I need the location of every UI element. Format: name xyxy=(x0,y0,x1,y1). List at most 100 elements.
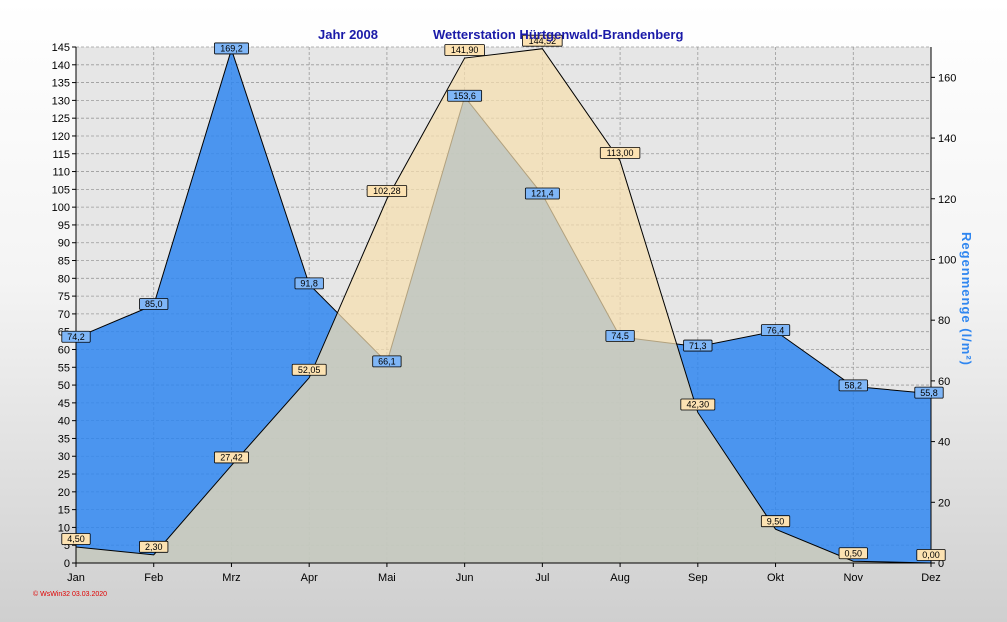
x-tick-label: Okt xyxy=(767,572,784,584)
x-tick-label: Jul xyxy=(535,572,549,584)
left-tick-label: 70 xyxy=(58,309,70,321)
sunshine-data-label-box xyxy=(444,44,485,56)
rain-data-label: 66,1 xyxy=(378,357,396,367)
sunshine-data-label: 102,28 xyxy=(373,186,401,196)
x-tick-label: Aug xyxy=(610,572,630,584)
x-tick-label: Mrz xyxy=(222,572,240,584)
rain-data-label: 169,2 xyxy=(220,44,243,54)
left-tick-label: 100 xyxy=(52,202,70,214)
rain-data-label: 74,5 xyxy=(611,331,629,341)
sunshine-data-label: 42,30 xyxy=(687,400,710,410)
left-tick-label: 20 xyxy=(58,487,70,499)
right-tick-label: 140 xyxy=(938,133,956,145)
chart-title-station: Wetterstation Hürtgenwald-Brandenberg xyxy=(433,27,683,42)
left-tick-label: 40 xyxy=(58,416,70,428)
left-tick-label: 75 xyxy=(58,291,70,303)
right-tick-label: 160 xyxy=(938,72,956,84)
sunshine-data-label-box xyxy=(680,398,716,411)
left-tick-label: 60 xyxy=(58,344,70,356)
rain-data-label-box xyxy=(447,89,483,102)
left-tick-label: 90 xyxy=(58,238,70,250)
left-tick-label: 85 xyxy=(58,256,70,268)
sunshine-data-label-box xyxy=(139,540,169,553)
sunshine-data-label-box xyxy=(916,549,946,561)
rain-data-label: 153,6 xyxy=(453,91,476,101)
rain-data-label: 91,8 xyxy=(300,279,318,289)
sunshine-data-label: 0,50 xyxy=(845,548,863,558)
left-tick-label: 145 xyxy=(52,42,70,54)
rain-data-label-box xyxy=(605,329,635,342)
left-tick-label: 105 xyxy=(52,184,70,196)
right-tick-label: 80 xyxy=(938,315,950,327)
chart-title-year: Jahr 2008 xyxy=(318,27,378,42)
left-tick-label: 5 xyxy=(64,540,70,552)
footer-credit: © WsWin32 03.03.2020 xyxy=(33,590,107,598)
x-tick-label: Sep xyxy=(688,572,708,584)
rain-data-label: 55,8 xyxy=(920,388,938,398)
right-tick-label: 60 xyxy=(938,376,950,388)
right-tick-label: 0 xyxy=(938,558,944,570)
left-tick-label: 10 xyxy=(58,522,70,534)
left-tick-label: 130 xyxy=(52,95,70,107)
x-tick-label: Mai xyxy=(378,572,396,584)
rain-data-label: 71,3 xyxy=(689,341,707,351)
rain-data-label-box xyxy=(760,324,791,337)
sunshine-data-label: 27,42 xyxy=(220,453,243,463)
rain-data-label-box xyxy=(214,42,249,55)
x-tick-label: Nov xyxy=(843,572,863,584)
sunshine-line xyxy=(75,48,932,564)
rain-data-label: 121,4 xyxy=(531,189,554,199)
rain-data-label: 76,4 xyxy=(767,325,785,335)
sunshine-data-label: 4,50 xyxy=(67,534,85,544)
right-tick-label: 40 xyxy=(938,437,950,449)
left-tick-label: 25 xyxy=(58,469,70,481)
left-tick-label: 95 xyxy=(58,220,70,232)
right-tick-label: 20 xyxy=(938,497,950,509)
series-sunshine xyxy=(75,48,932,564)
rain-data-label: 58,2 xyxy=(845,381,863,391)
left-tick-label: 30 xyxy=(58,451,70,463)
rain-data-label-box xyxy=(838,379,868,392)
sunshine-data-label: 144,52 xyxy=(529,36,557,46)
data-labels: 74,2 85,0 169,2 91,8 66,1 153,6 121,4 74,5 71,3 7… xyxy=(61,34,946,561)
sunshine-data-label-box xyxy=(760,515,791,528)
sunshine-data-label: 9,50 xyxy=(767,516,785,526)
sunshine-data-label-box xyxy=(366,185,408,197)
left-tick-label: 80 xyxy=(58,273,70,285)
left-tick-label: 120 xyxy=(52,131,70,143)
sunshine-data-label-box xyxy=(599,146,641,159)
rain-data-label-box xyxy=(524,187,560,200)
x-tick-label: Feb xyxy=(144,572,163,584)
sunshine-data-label-box xyxy=(522,34,563,47)
x-tick-label: Jan xyxy=(67,572,85,584)
sunshine-data-label: 113,00 xyxy=(607,148,634,158)
rain-data-label: 85,0 xyxy=(145,299,163,309)
sunshine-data-label-box xyxy=(61,533,91,545)
left-tick-label: 135 xyxy=(52,78,70,90)
left-tick-label: 0 xyxy=(64,558,70,570)
sunshine-data-label-box xyxy=(838,547,868,560)
left-tick-label: 50 xyxy=(58,380,70,392)
axes: 0510152025303540455055606570758085909510… xyxy=(52,42,957,584)
rain-data-label: 74,2 xyxy=(67,332,85,342)
right-tick-label: 120 xyxy=(938,194,956,206)
left-tick-label: 55 xyxy=(58,362,70,374)
sunshine-data-label: 0,00 xyxy=(922,550,940,560)
rain-data-label-box xyxy=(914,386,944,399)
x-tick-label: Dez xyxy=(921,572,941,584)
left-tick-label: 15 xyxy=(58,505,70,517)
left-tick-label: 45 xyxy=(58,398,70,410)
sunshine-data-label: 52,05 xyxy=(298,365,321,375)
x-tick-label: Apr xyxy=(301,572,318,584)
left-tick-label: 140 xyxy=(52,60,70,72)
rain-data-label-box xyxy=(372,355,402,368)
sunshine-area xyxy=(76,48,931,564)
x-tick-label: Jun xyxy=(456,572,474,584)
sunshine-data-label: 141,90 xyxy=(451,45,479,55)
sunshine-data-label: 2,30 xyxy=(145,542,163,552)
left-tick-label: 35 xyxy=(58,433,70,445)
rain-data-label-box xyxy=(683,339,713,352)
left-tick-label: 110 xyxy=(52,167,70,179)
